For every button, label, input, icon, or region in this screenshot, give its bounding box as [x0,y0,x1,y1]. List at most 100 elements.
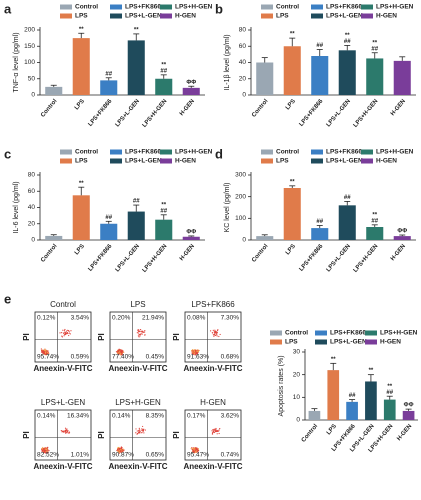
event-dot [45,449,47,452]
quadrant-percent: 21.94% [142,315,164,322]
quadrant-percent: 0.65% [146,452,165,459]
legend-swatch [261,158,273,164]
legend-swatch [261,149,273,155]
legend-label: Control [276,4,299,11]
legend-label: LPS [276,158,289,165]
bar [45,235,63,240]
error-bar [367,374,374,382]
legend-label: LPS [285,339,298,346]
legend-swatch [311,4,323,10]
event-dot [67,329,69,332]
bar [338,50,356,95]
significance-mark: ** [345,33,350,39]
x-tick-label: LPS+L-GEN [326,243,352,273]
event-dot [64,430,66,432]
error-bar [405,408,412,411]
panel-label: d [215,146,223,161]
event-dot [70,330,72,332]
legend-label: LPS+L-GEN [330,339,367,346]
error-bar [188,235,195,237]
event-dot [120,354,122,356]
legend-label: H-GEN [175,158,196,165]
error-bar [133,33,140,41]
event-dot [65,431,67,433]
bar [393,236,411,240]
event-dot [123,351,125,353]
event-dot [64,427,67,429]
bar [311,228,329,240]
y-tick-label: 60 [28,188,36,195]
event-dot [216,332,218,334]
event-dot [120,350,122,353]
event-dot [118,446,120,449]
y-tick-label: 50 [28,75,36,82]
quadrant-percent: 8.35% [146,413,165,420]
error-bar [289,185,296,188]
x-tick-label: H-GEN [396,423,413,442]
event-dot [45,350,47,352]
quadrant-percent: 0.08% [187,315,206,322]
error-bar [261,234,268,237]
x-tick-label: LPS [74,243,86,256]
event-dot [44,451,46,453]
event-dot [197,448,199,450]
event-dot [197,450,199,452]
legend-swatch [361,158,373,164]
event-dot [62,329,64,331]
event-dot [211,430,213,432]
event-dot [61,332,63,334]
error-bar [399,56,406,61]
significance-mark: ## [316,219,323,225]
legend-swatch [311,149,323,155]
y-axis-label: IL-1β level (pg/ml) [224,34,231,90]
event-dot [135,432,137,434]
event-dot [142,331,144,333]
event-dot [136,332,138,334]
y-tick-label: 0 [31,237,35,244]
event-dot [139,335,141,337]
error-bar [349,399,356,402]
y-tick-label: 100 [235,215,246,222]
y-tick-label: 150 [24,43,35,50]
event-dot [138,329,140,331]
event-dot [144,329,146,332]
event-dot [139,430,141,432]
error-bar [160,74,167,79]
significance-mark: ## [160,68,167,74]
event-dot [197,349,199,351]
significance-mark: ## [386,390,393,396]
event-dot [141,432,143,434]
error-bar [50,234,57,236]
significance-mark: ΦΦ [186,230,196,236]
y-axis-label: PI [172,431,181,439]
event-dot [44,351,47,353]
legend-swatch [315,339,327,345]
error-bar [261,57,268,63]
event-dot [44,354,47,356]
event-dot [119,447,121,450]
error-bar [399,234,406,237]
error-bar [289,37,296,47]
bar [155,219,173,240]
event-dot [137,432,140,434]
quadrant-percent: 82.52% [37,452,59,459]
y-tick-label: 300 [235,172,246,179]
event-dot [44,448,46,450]
legend-label: LPS+FK866 [330,330,366,337]
x-tick-label: LPS+L-GEN [115,243,141,273]
event-dot [212,334,215,336]
quadrant-percent: 0.68% [221,354,240,361]
event-dot [211,433,214,435]
event-dot [42,446,44,449]
event-dot [47,452,49,454]
significance-mark: ## [371,46,378,52]
y-axis-label: Apoptosis rates (%) [278,355,285,416]
event-dot [142,430,144,432]
event-dot [116,448,119,450]
legend-label: LPS+H-GEN [175,4,213,11]
significance-mark: ** [290,179,295,185]
event-dot [118,349,120,351]
legend-label: LPS+L-GEN [326,158,363,165]
legend-swatch [261,4,273,10]
x-tick-label: LPS+FK866 [299,98,325,128]
